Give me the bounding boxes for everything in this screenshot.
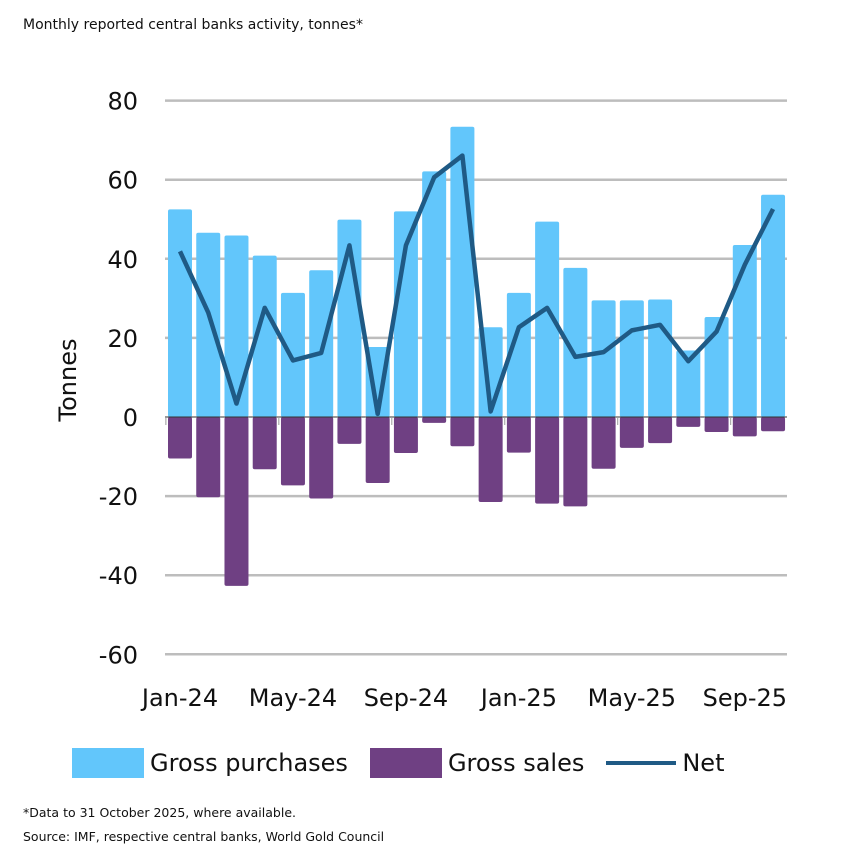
legend-swatch-net [606, 761, 677, 765]
y-tick-label: 80 [107, 88, 138, 116]
bar-gross-purchases [393, 211, 418, 417]
bar-gross-sales [563, 417, 588, 507]
bar-gross-sales [280, 417, 305, 486]
chart-title: Monthly reported central banks activity,… [23, 17, 363, 33]
bar-gross-purchases [168, 209, 192, 417]
x-tick-label: May-25 [588, 684, 676, 712]
bar-gross-sales [422, 417, 447, 423]
legend-swatch-sales [369, 748, 442, 778]
legend-item-purchases: Gross purchases [72, 748, 348, 778]
bar-gross-purchases [224, 235, 249, 417]
bar-gross-sales [309, 417, 334, 499]
y-tick-label: -20 [99, 483, 138, 511]
bar-gross-sales [761, 417, 786, 432]
x-tick-label: Jan-24 [140, 684, 218, 712]
bar-gross-purchases [309, 270, 334, 417]
x-tick-label: Jan-25 [479, 684, 557, 712]
bar-gross-purchases [563, 267, 588, 417]
bar-gross-sales [365, 417, 390, 484]
legend-item-sales: Gross sales [369, 748, 585, 778]
bar-gross-sales [591, 417, 616, 469]
bar-gross-purchases [196, 232, 221, 417]
y-tick-label: -40 [99, 562, 138, 590]
bar-gross-sales [450, 417, 475, 447]
bar-gross-sales [393, 417, 418, 453]
line-net [177, 153, 776, 417]
bar-gross-purchases [619, 300, 644, 417]
bar-gross-purchases [676, 350, 701, 417]
bar-gross-purchases [280, 292, 305, 417]
bar-gross-sales [168, 417, 192, 459]
bar-gross-purchases [591, 300, 616, 417]
legend: Gross purchases Gross sales Net [72, 748, 746, 778]
bar-gross-purchases [422, 171, 447, 417]
bar-gross-sales [478, 417, 503, 503]
bar-gross-sales [196, 417, 221, 498]
y-tick-label: 0 [123, 404, 138, 432]
x-tick-label: Sep-24 [364, 684, 448, 712]
x-tick-label: Sep-25 [703, 684, 787, 712]
y-tick-label: 60 [107, 167, 138, 195]
footnote: *Data to 31 October 2025, where availabl… [23, 805, 296, 820]
source-note: Source: IMF, respective central banks, W… [23, 829, 385, 844]
bar-gross-sales [732, 417, 757, 437]
bar-gross-sales [704, 417, 729, 433]
legend-item-net: Net [606, 749, 724, 777]
legend-label-net: Net [682, 749, 725, 777]
y-tick-label: -60 [99, 641, 138, 669]
chart: 80 60 40 20 0 -20 -40 -60 Tonnes Jan-24 May-24 Sep-… [54, 88, 787, 712]
bar-gross-sales [535, 417, 560, 504]
bar-gross-sales [224, 417, 249, 586]
y-axis-label: Tonnes [54, 339, 82, 423]
bar-gross-purchases [732, 244, 757, 417]
bar-gross-purchases [648, 299, 673, 417]
bar-gross-purchases [761, 194, 786, 417]
legend-label-purchases: Gross purchases [150, 749, 348, 777]
bar-gross-sales [506, 417, 531, 453]
bar-gross-sales [648, 417, 673, 444]
bar-gross-purchases [535, 221, 560, 417]
bar-gross-sales [676, 417, 701, 427]
legend-swatch-purchases [72, 748, 144, 778]
bar-gross-purchases [252, 255, 277, 417]
bar-gross-purchases [704, 316, 729, 417]
legend-label-sales: Gross sales [447, 749, 585, 777]
y-tick-label: 20 [107, 325, 138, 353]
y-tick-label: 40 [107, 246, 138, 274]
bar-gross-sales [252, 417, 277, 470]
x-tick-label: May-24 [249, 684, 337, 712]
bar-gross-sales [337, 417, 362, 444]
bar-gross-sales [619, 417, 644, 448]
